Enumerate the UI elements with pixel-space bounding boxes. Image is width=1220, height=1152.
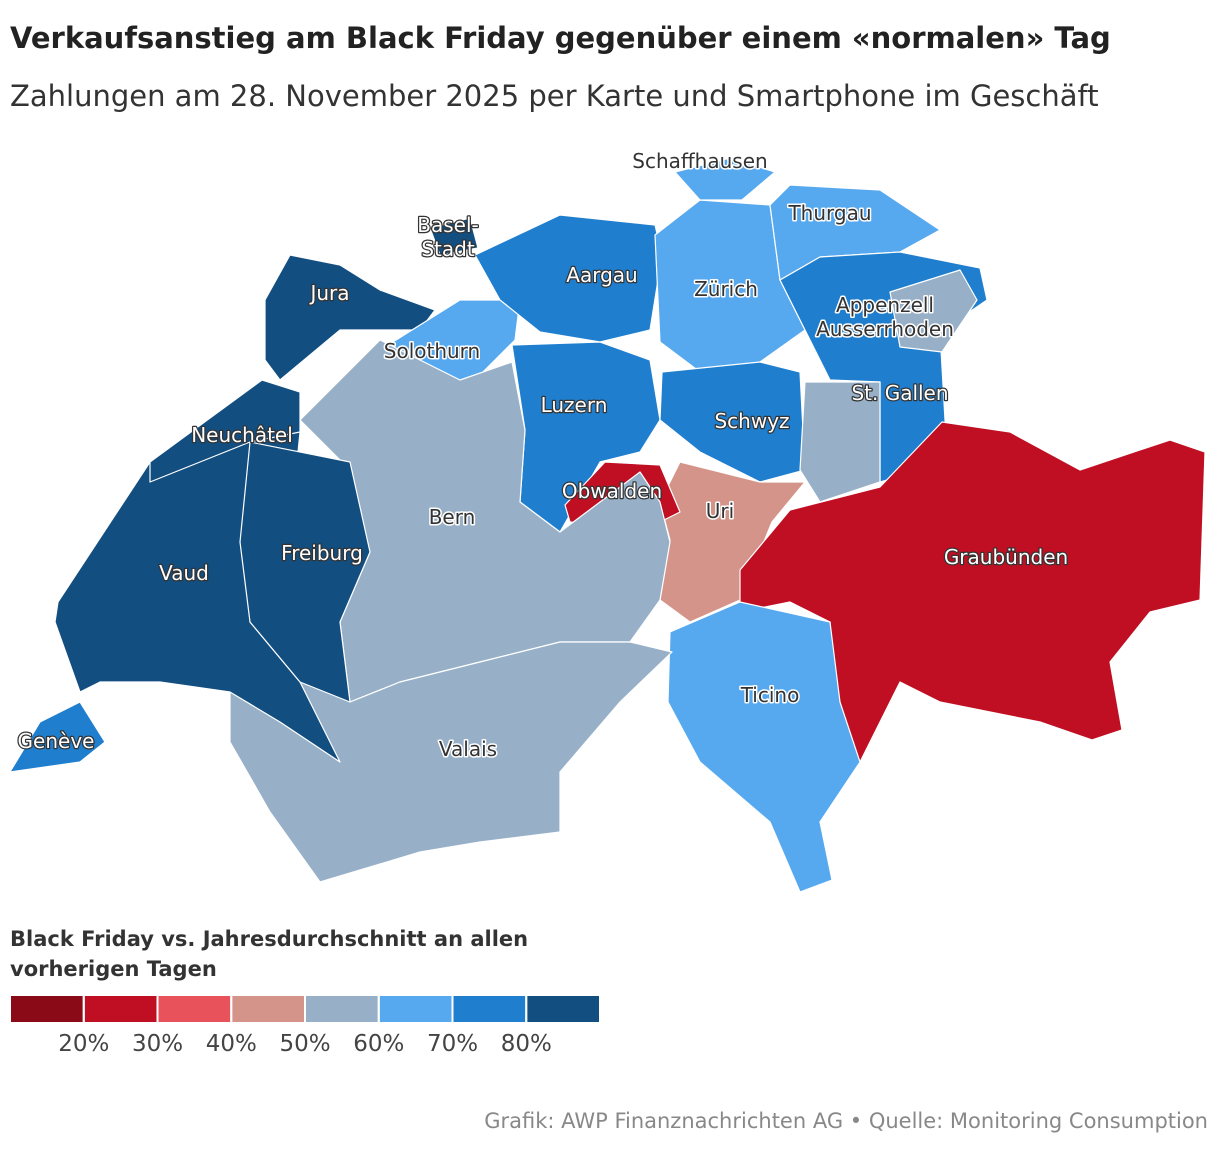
region-label: Vaud bbox=[159, 561, 209, 585]
region bbox=[9, 701, 106, 773]
region bbox=[429, 217, 479, 256]
footer: Grafik: AWP Finanznachrichten AG • Quell… bbox=[484, 1109, 1208, 1133]
region-label: Thurgau bbox=[787, 201, 871, 225]
region bbox=[149, 379, 301, 483]
region-label: Freiburg bbox=[281, 541, 363, 565]
legend-swatch bbox=[84, 996, 157, 1022]
region bbox=[667, 601, 861, 893]
region-label: Schaffhausen bbox=[632, 149, 767, 173]
region-label: Graubünden bbox=[944, 545, 1068, 569]
title: Verkaufsanstieg am Black Friday gegenübe… bbox=[10, 21, 1111, 55]
legend-swatch bbox=[453, 996, 526, 1022]
region-label: St. Gallen bbox=[851, 381, 948, 405]
subtitle: Zahlungen am 28. November 2025 per Karte… bbox=[10, 79, 1099, 113]
region-label: Solothurn bbox=[384, 339, 480, 363]
legend-tick-label: 60% bbox=[353, 1031, 404, 1057]
legend-swatch bbox=[527, 996, 599, 1022]
region bbox=[229, 641, 673, 883]
region-label: Jura bbox=[308, 281, 349, 305]
legend-tick-label: 70% bbox=[427, 1031, 478, 1057]
legend-tick-label: 40% bbox=[206, 1031, 257, 1057]
region-label: Ticino bbox=[740, 683, 800, 707]
region-label: Genève bbox=[18, 729, 95, 753]
region-label: Zürich bbox=[694, 277, 758, 301]
region bbox=[674, 157, 776, 201]
legend-tick-label: 30% bbox=[132, 1031, 183, 1057]
region bbox=[474, 214, 663, 343]
region-label: Neuchâtel bbox=[191, 423, 293, 447]
legend-swatch bbox=[232, 996, 304, 1022]
legend-tick-label: 20% bbox=[58, 1031, 109, 1057]
legend-swatch bbox=[379, 996, 452, 1022]
region bbox=[799, 381, 881, 503]
region-label: Aargau bbox=[566, 263, 637, 287]
region-label: Valais bbox=[439, 737, 497, 761]
legend-tick-label: 50% bbox=[279, 1031, 330, 1057]
legend-title: Black Friday vs. Jahresdurchschnitt an a… bbox=[10, 927, 528, 981]
region-label: Obwalden bbox=[562, 479, 662, 503]
region bbox=[889, 269, 978, 353]
region-labels: Jura Basel-Stadt Solothurn Aargau Zürich Thur… bbox=[16, 148, 1069, 763]
legend-swatch bbox=[158, 996, 231, 1022]
region bbox=[239, 441, 371, 703]
region-label: Bern bbox=[429, 505, 476, 529]
region bbox=[659, 361, 806, 483]
region-label: Luzern bbox=[541, 393, 608, 417]
region-label: Basel-Stadt bbox=[417, 213, 478, 261]
legend-swatch bbox=[11, 996, 83, 1022]
legend-tick-label: 80% bbox=[501, 1031, 552, 1057]
region-label: Appenzell Ausserrhoden bbox=[816, 293, 954, 341]
legend-swatch bbox=[306, 996, 378, 1022]
region-label: Uri bbox=[706, 499, 734, 523]
regions bbox=[9, 157, 1206, 893]
region-label: Schwyz bbox=[714, 409, 789, 433]
